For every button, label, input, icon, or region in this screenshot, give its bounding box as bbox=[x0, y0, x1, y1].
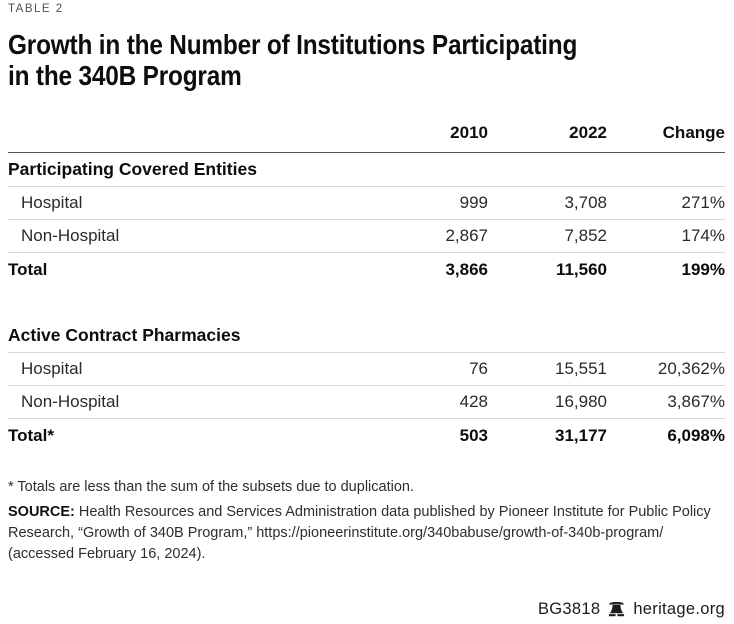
row-label: Total bbox=[8, 260, 48, 279]
section-header-row: Participating Covered Entities bbox=[8, 153, 725, 187]
value-cell-2010: 503 bbox=[459, 426, 488, 445]
document-id: BG3818 bbox=[537, 600, 601, 618]
table-row: Hospital 76 15,551 20,362% bbox=[8, 353, 725, 386]
table-number-label: TABLE 2 bbox=[8, 3, 64, 15]
value-cell-change: 174% bbox=[681, 226, 725, 245]
column-header-2010: 2010 bbox=[450, 123, 488, 142]
column-header-change: Change bbox=[662, 123, 725, 142]
value-cell-2022: 7,852 bbox=[564, 226, 607, 245]
source-text: Health Resources and Services Administra… bbox=[8, 504, 711, 562]
section-header-row: Active Contract Pharmacies bbox=[8, 319, 725, 353]
source-label: SOURCE: bbox=[8, 504, 75, 520]
value-cell-2010: 76 bbox=[469, 359, 488, 378]
table-row: Non-Hospital 2,867 7,852 174% bbox=[8, 220, 725, 253]
table-section: Participating Covered Entities Hospital 99… bbox=[8, 153, 725, 287]
footnote: * Totals are less than the sum of the su… bbox=[8, 479, 414, 495]
source-note: SOURCE: Health Resources and Services Adm… bbox=[8, 502, 725, 565]
column-header-2022: 2022 bbox=[569, 123, 607, 142]
value-cell-change: 3,867% bbox=[667, 392, 725, 411]
value-cell-2010: 3,866 bbox=[445, 260, 488, 279]
row-label: Total* bbox=[8, 426, 54, 445]
value-cell-2010: 2,867 bbox=[445, 226, 488, 245]
table-row: Non-Hospital 428 16,980 3,867% bbox=[8, 386, 725, 419]
figure-title: Growth in the Number of Institutions Par… bbox=[8, 29, 632, 91]
row-label: Hospital bbox=[21, 193, 83, 212]
value-cell-change: 6,098% bbox=[667, 426, 725, 445]
row-label: Non-Hospital bbox=[21, 392, 120, 411]
value-cell-2022: 11,560 bbox=[555, 260, 607, 279]
table-row: Total 3,866 11,560 199% bbox=[8, 253, 725, 287]
value-cell-2010: 999 bbox=[459, 193, 488, 212]
table-row: Hospital 999 3,708 271% bbox=[8, 187, 725, 220]
table-sections: Participating Covered Entities Hospital 99… bbox=[8, 153, 725, 453]
figure-title-line-2: in the 340B Program bbox=[8, 60, 242, 91]
row-label: Hospital bbox=[21, 359, 83, 378]
value-cell-2022: 16,980 bbox=[555, 392, 607, 411]
table-row: Total* 503 31,177 6,098% bbox=[8, 419, 725, 453]
table-section: Active Contract Pharmacies Hospital 76 15,5… bbox=[8, 319, 725, 453]
table-header-row: 2010 2022 Change bbox=[8, 91, 725, 153]
value-cell-change: 199% bbox=[681, 260, 725, 279]
site-name: heritage.org bbox=[633, 600, 725, 618]
value-cell-2022: 3,708 bbox=[564, 193, 607, 212]
value-cell-2022: 31,177 bbox=[555, 426, 607, 445]
row-label: Non-Hospital bbox=[21, 226, 120, 245]
liberty-bell-icon bbox=[607, 601, 626, 617]
figure-title-line-1: Growth in the Number of Institutions Par… bbox=[8, 29, 578, 60]
section-title: Participating Covered Entities bbox=[8, 159, 257, 179]
value-cell-change: 20,362% bbox=[657, 359, 725, 378]
value-cell-2022: 15,551 bbox=[555, 359, 607, 378]
footer: BG3818 heritage.org bbox=[538, 600, 725, 619]
value-cell-change: 271% bbox=[681, 193, 725, 212]
section-title: Active Contract Pharmacies bbox=[8, 325, 241, 345]
value-cell-2010: 428 bbox=[459, 392, 488, 411]
